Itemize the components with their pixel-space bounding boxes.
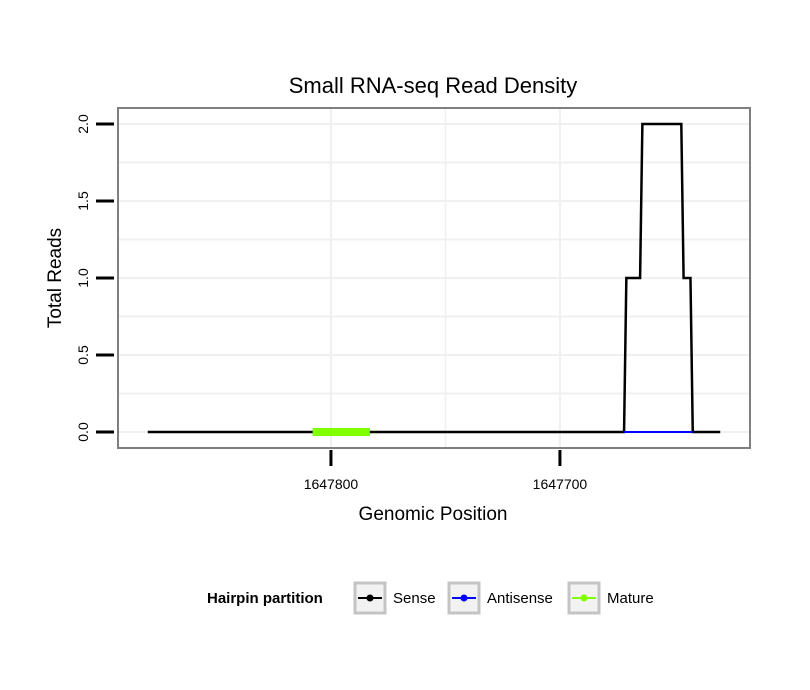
legend-label-sense: Sense: [393, 590, 436, 607]
gridlines: [118, 108, 750, 448]
x-axis: 1647800 1647700: [304, 450, 588, 492]
legend-key-point: [580, 594, 588, 602]
legend-key-point: [366, 594, 374, 602]
legend: Hairpin partition Sense Antisense Mature: [207, 581, 654, 615]
x-tick-label: 1647700: [533, 476, 588, 492]
series-layer: [147, 122, 721, 436]
y-axis-title: Total Reads: [45, 228, 66, 328]
y-tick-label: 1.5: [75, 191, 91, 211]
x-axis-title: Genomic Position: [359, 504, 508, 525]
legend-label-mature: Mature: [607, 590, 654, 607]
plot-panel-border: [117, 107, 751, 449]
y-axis: 0.0 0.5 1.0 1.5 2.0: [75, 114, 114, 442]
y-tick-label: 0.0: [75, 422, 91, 442]
legend-label-antisense: Antisense: [487, 590, 553, 607]
legend-key-point: [460, 594, 468, 602]
y-tick-label: 2.0: [75, 114, 91, 134]
legend-title: Hairpin partition: [207, 590, 323, 607]
chart-title: Small RNA-seq Read Density: [289, 73, 578, 98]
y-tick-label: 0.5: [75, 345, 91, 365]
y-tick-label: 1.0: [75, 268, 91, 288]
x-tick-label: 1647800: [304, 476, 359, 492]
series-line-sense: [147, 122, 721, 434]
